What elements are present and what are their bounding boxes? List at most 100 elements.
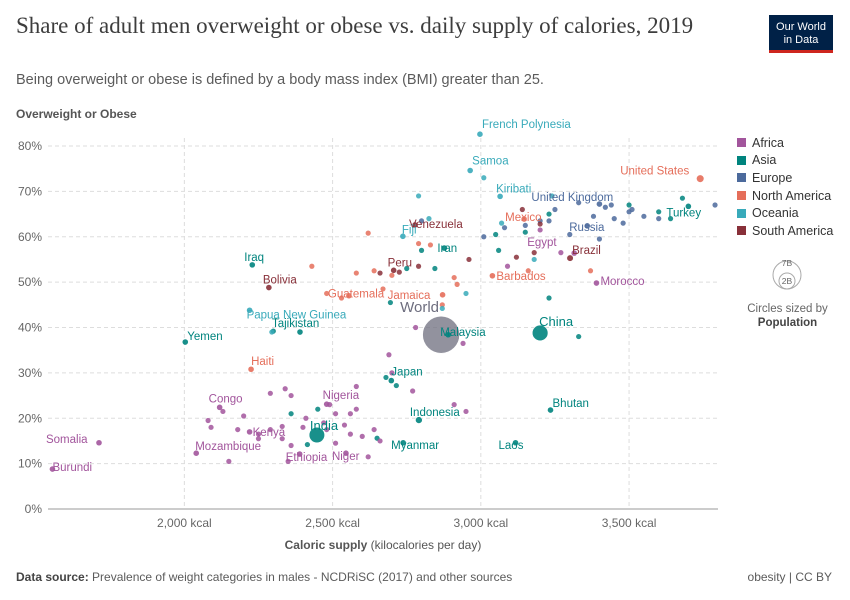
point-label-china: China <box>539 314 574 329</box>
point-label-peru: Peru <box>388 257 412 269</box>
size-legend-caption-text: Circles sized by <box>747 303 828 315</box>
data-point-united-kingdom <box>596 201 603 207</box>
data-point-jamaica <box>439 292 446 298</box>
data-point <box>389 272 395 278</box>
x-tick-label: 3,500 kcal <box>602 516 657 530</box>
license-text[interactable]: obesity | CC BY <box>747 570 832 584</box>
point-label-united-kingdom: United Kingdom <box>531 192 613 204</box>
data-point-russia <box>584 223 591 229</box>
data-point-bhutan <box>547 407 554 413</box>
data-point <box>522 229 528 235</box>
point-label-laos: Laos <box>499 440 524 452</box>
data-point <box>387 299 394 306</box>
legend-item-north-america[interactable]: North America <box>737 187 833 205</box>
point-label-world: World <box>400 299 439 316</box>
data-point <box>279 436 285 442</box>
size-legend-small-value: 2B <box>782 276 793 286</box>
data-point <box>353 270 359 276</box>
data-point <box>546 295 552 301</box>
data-point <box>531 256 537 263</box>
data-point <box>537 227 543 233</box>
data-point <box>629 206 635 213</box>
data-point <box>288 442 294 449</box>
data-point <box>679 195 686 201</box>
data-point <box>567 231 573 238</box>
data-point-mozambique <box>193 450 200 456</box>
point-label-brazil: Brazil <box>572 245 601 257</box>
data-point-china <box>531 324 549 342</box>
point-label-india: India <box>310 418 339 433</box>
data-point <box>590 213 597 219</box>
x-axis-label: Caloric supply (kilocalories per day) <box>285 538 482 552</box>
data-point <box>353 383 359 390</box>
legend-label: Asia <box>752 153 777 168</box>
x-tick-label: 2,500 kcal <box>305 516 360 530</box>
point-labels: French Polynesia Samoa United States Kiriba… <box>46 119 701 474</box>
data-point <box>576 333 582 340</box>
point-label-iraq: Iraq <box>244 252 264 264</box>
data-point <box>481 234 487 240</box>
legend-item-asia[interactable]: Asia <box>737 152 833 170</box>
data-point <box>208 424 214 430</box>
point-label-kenya: Kenya <box>253 427 286 439</box>
data-point <box>656 209 662 215</box>
data-point <box>226 458 232 464</box>
point-label-united-states: United States <box>620 166 689 178</box>
data-point <box>410 388 416 394</box>
data-point <box>304 441 311 448</box>
data-point <box>418 247 425 253</box>
data-point-guatemala <box>346 292 352 299</box>
data-point-congo <box>216 404 223 411</box>
data-point-egypt <box>571 250 578 256</box>
data-point <box>415 193 422 199</box>
point-label-jamaica: Jamaica <box>388 290 431 302</box>
data-point <box>288 411 294 417</box>
data-point-samoa <box>467 167 473 174</box>
data-point <box>353 406 359 412</box>
data-point <box>481 175 487 181</box>
point-label-russia: Russia <box>569 222 605 234</box>
legend-item-south-america[interactable]: South America <box>737 222 833 240</box>
legend-item-oceania[interactable]: Oceania <box>737 204 833 222</box>
data-point <box>300 424 306 430</box>
data-point <box>377 438 383 444</box>
data-point <box>380 286 386 292</box>
data-point <box>386 352 392 358</box>
continent-legend[interactable]: Africa Asia Europe North America Oceania Sout… <box>737 134 833 240</box>
data-source-text[interactable]: Prevalence of weight categories in males… <box>92 570 513 584</box>
y-tick-label: 50% <box>18 275 42 289</box>
data-point-barbados <box>489 272 496 279</box>
grid-lines <box>48 138 718 510</box>
y-tick-label: 70% <box>18 184 42 198</box>
point-label-nigeria: Nigeria <box>323 390 360 402</box>
data-point-japan <box>388 377 395 384</box>
point-label-french-polynesia: French Polynesia <box>482 119 571 131</box>
point-label-ethiopia: Ethiopia <box>286 452 328 464</box>
data-point-peru <box>390 267 397 274</box>
data-point <box>531 250 537 256</box>
chart-subtitle: Being overweight or obese is defined by … <box>16 72 544 88</box>
data-point <box>315 406 321 412</box>
point-label-bolivia: Bolivia <box>263 275 297 287</box>
legend-item-europe[interactable]: Europe <box>737 169 833 187</box>
point-label-mozambique: Mozambique <box>195 441 261 453</box>
data-point <box>341 422 348 428</box>
data-point-world <box>422 315 460 354</box>
data-point <box>332 411 339 417</box>
data-point-turkey <box>685 203 692 210</box>
y-axis-label: Overweight or Obese <box>16 107 137 121</box>
point-label-kiribati: Kiribati <box>496 183 531 195</box>
data-point <box>522 222 528 229</box>
data-point <box>498 220 505 226</box>
data-point-iraq <box>249 262 256 268</box>
owid-logo[interactable]: Our World in Data <box>769 15 833 53</box>
legend-item-africa[interactable]: Africa <box>737 134 833 152</box>
data-point-yemen <box>182 339 189 345</box>
data-point <box>620 220 626 226</box>
data-point <box>377 270 383 276</box>
data-point <box>493 231 499 238</box>
point-label-venezuela: Venezuela <box>409 219 463 231</box>
data-point <box>321 420 327 426</box>
data-point <box>255 436 262 442</box>
